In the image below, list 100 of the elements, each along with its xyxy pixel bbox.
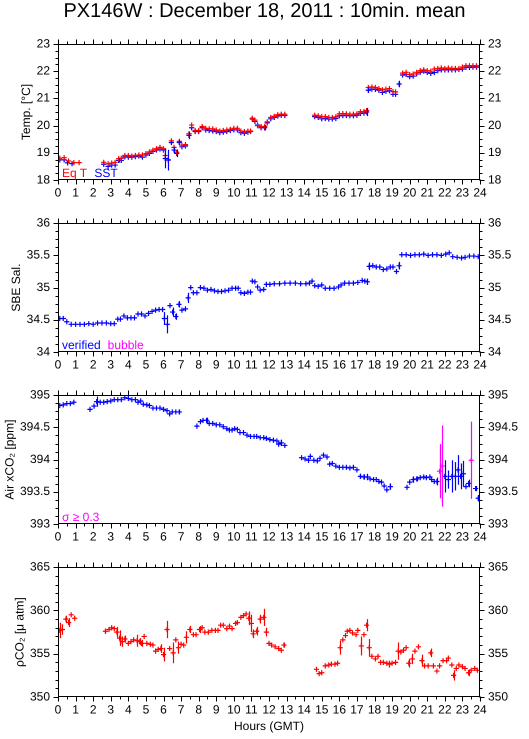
- x-tick-label: 21: [420, 702, 434, 717]
- text: σ ≥ 0.3: [62, 510, 100, 524]
- x-tick-label: 19: [385, 530, 400, 544]
- x-tick-label: 7: [178, 358, 185, 372]
- x-tick-label: 9: [212, 358, 220, 372]
- x-tick-label: 9: [212, 702, 220, 717]
- x-tick-label: 9: [212, 530, 220, 544]
- x-tick-label: 3: [107, 358, 114, 372]
- x-tick-label: 21: [420, 358, 434, 372]
- x-tick-label: 15: [315, 186, 329, 200]
- y2-tick-label: 36: [488, 216, 502, 230]
- x-tick-label: 21: [420, 186, 434, 200]
- x-axis-title: Hours (GMT): [234, 719, 304, 734]
- y2-tick-label: 35: [488, 280, 502, 294]
- x-tick-label: 4: [124, 702, 132, 717]
- x-tick-label: 10: [227, 530, 241, 544]
- x-tick-label: 0: [54, 530, 62, 544]
- x-tick-label: 16: [332, 186, 346, 200]
- x-tick-label: 13: [280, 702, 294, 717]
- y-tick-label: 36: [36, 216, 50, 230]
- x-tick-label: 17: [350, 358, 364, 372]
- x-tick-label: 19: [385, 358, 400, 372]
- x-tick-label: 11: [245, 186, 258, 200]
- x-tick-label: 24: [473, 186, 487, 200]
- y2-tick-label: 19: [488, 145, 502, 160]
- y-tick-label: 355: [30, 646, 50, 660]
- y-tick-label: 35: [36, 280, 50, 294]
- x-tick-label: 20: [402, 702, 417, 717]
- x-tick-label: 12: [262, 530, 276, 544]
- y2-tick-label: 393: [488, 516, 508, 530]
- x-tick-label: 15: [315, 530, 329, 544]
- y-tick-label: 20: [36, 118, 50, 132]
- x-tick-label: 23: [456, 702, 470, 717]
- y-tick-label: 394: [30, 452, 50, 466]
- x-tick-label: 22: [438, 186, 452, 200]
- y-tick-label: 395: [30, 388, 50, 402]
- y2-tick-label: 360: [488, 602, 508, 617]
- x-tick-label: 1: [72, 358, 80, 372]
- x-tick-label: 13: [280, 530, 294, 544]
- x-tick-label: 1: [72, 530, 80, 544]
- x-tick-label: 2: [90, 186, 97, 200]
- x-tick-label: 6: [160, 530, 168, 544]
- y2-tick-label: 394: [488, 452, 508, 466]
- y2-tick-label: 34: [488, 344, 502, 358]
- x-tick-label: 6: [160, 358, 168, 372]
- y-axis-title: ρCO₂ [μ atm]: [12, 597, 26, 667]
- x-tick-label: 9: [212, 186, 220, 200]
- x-tick-label: 6: [160, 702, 168, 717]
- x-tick-label: 0: [54, 186, 62, 200]
- x-tick-label: 4: [124, 186, 132, 200]
- series-label: SST: [94, 166, 118, 180]
- y-tick-label: 23: [36, 36, 50, 50]
- x-tick-label: 13: [280, 358, 294, 372]
- y2-tick-label: 395: [488, 388, 508, 402]
- y-axis-title: Air xCO₂ [ppm]: [2, 420, 16, 500]
- x-tick-label: 23: [456, 530, 470, 544]
- y-tick-label: 393.5: [20, 484, 50, 498]
- x-tick-label: 0: [54, 702, 62, 717]
- x-tick-label: 1: [72, 186, 80, 200]
- x-tick-label: 11: [245, 358, 258, 372]
- x-tick-label: 22: [438, 702, 452, 717]
- x-tick-label: 19: [385, 186, 400, 200]
- x-tick-label: 13: [280, 186, 294, 200]
- y-axis-title: Temp. [°C]: [18, 84, 33, 140]
- x-tick-label: 11: [245, 530, 258, 544]
- x-tick-label: 10: [227, 702, 241, 717]
- y-tick-label: 18: [36, 172, 50, 186]
- x-tick-label: 7: [178, 702, 185, 717]
- x-tick-label: 12: [262, 358, 276, 372]
- x-tick-label: 20: [402, 186, 417, 200]
- x-tick-label: 24: [473, 358, 487, 372]
- x-tick-label: 18: [368, 530, 382, 544]
- x-tick-label: 23: [456, 186, 470, 200]
- x-tick-label: 22: [438, 358, 452, 372]
- x-tick-label: 5: [142, 530, 150, 544]
- x-tick-label: 5: [142, 702, 150, 717]
- point: [436, 468, 443, 474]
- y-tick-label: 21: [36, 90, 50, 105]
- x-tick-label: 17: [350, 530, 364, 544]
- x-tick-label: 5: [142, 186, 150, 200]
- x-tick-label: 4: [124, 530, 132, 544]
- series-label: verified: [62, 338, 101, 352]
- x-tick-label: 14: [297, 530, 312, 544]
- x-tick-label: 14: [297, 186, 312, 200]
- y-tick-label: 34: [36, 344, 50, 358]
- x-tick-label: 6: [160, 186, 168, 200]
- point: [438, 462, 446, 470]
- x-tick-label: 24: [473, 702, 487, 717]
- y2-tick-label: 21: [488, 90, 502, 105]
- x-tick-label: 5: [142, 358, 150, 372]
- y-tick-label: 19: [36, 145, 50, 160]
- x-tick-label: 2: [90, 530, 97, 544]
- y-tick-label: 35.5: [26, 248, 50, 262]
- legend-label: bubble: [108, 338, 144, 352]
- series-label: Eq T: [62, 166, 88, 180]
- x-tick-label: 18: [368, 702, 382, 717]
- x-tick-label: 2: [90, 358, 97, 372]
- x-tick-label: 16: [332, 702, 346, 717]
- x-tick-label: 22: [438, 530, 452, 544]
- x-tick-label: 8: [195, 186, 202, 200]
